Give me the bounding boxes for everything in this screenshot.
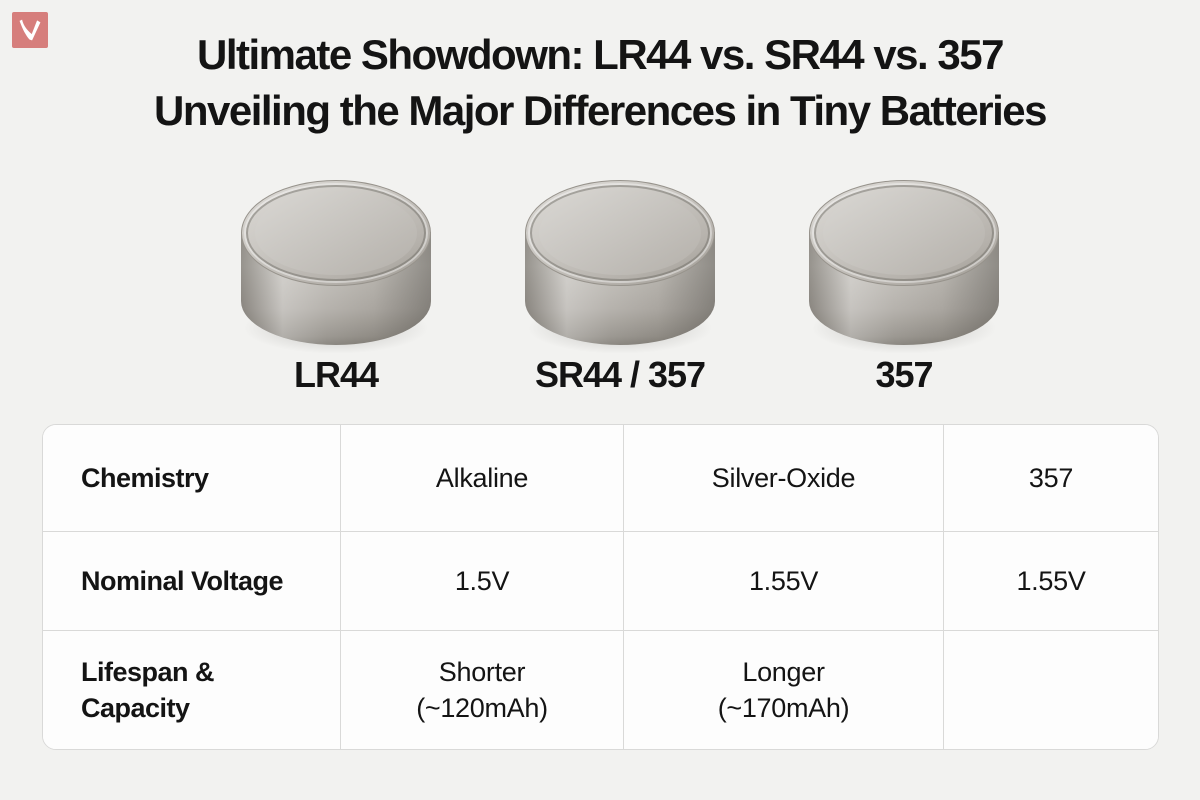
battery-cap <box>525 180 715 286</box>
battery-cap <box>241 180 431 286</box>
row-label-chemistry: Chemistry <box>43 425 341 532</box>
cell-voltage-sr44: 1.55V <box>624 532 944 631</box>
battery-cap-ring <box>530 185 710 281</box>
battery-image-lr44 <box>241 180 431 354</box>
cell-lifespan-sr44: Longer (~170mAh) <box>624 631 944 749</box>
battery-image-sr44-357 <box>525 180 715 354</box>
battery-item-lr44: LR44 <box>241 180 431 395</box>
brand-logo <box>12 12 48 48</box>
battery-label-357: 357 <box>875 354 933 395</box>
row-label-lifespan-capacity: Lifespan & Capacity <box>43 631 341 749</box>
row-label-nominal-voltage: Nominal Voltage <box>43 532 341 631</box>
cell-voltage-lr44: 1.5V <box>341 532 624 631</box>
cell-chemistry-lr44: Alkaline <box>341 425 624 532</box>
battery-label-sr44-357: SR44 / 357 <box>534 354 706 395</box>
battery-image-357 <box>809 180 999 354</box>
v-checkmark-icon <box>19 19 41 41</box>
battery-label-lr44: LR44 <box>293 354 379 395</box>
cell-lifespan-357 <box>944 631 1158 749</box>
battery-cap-face <box>539 191 701 275</box>
battery-cap-face <box>255 191 417 275</box>
cell-chemistry-357: 357 <box>944 425 1158 532</box>
battery-group: LR44 SR44 / 357 357 <box>40 180 1200 395</box>
cell-voltage-357: 1.55V <box>944 532 1158 631</box>
cell-lifespan-lr44: Shorter (~120mAh) <box>341 631 624 749</box>
battery-cap-face <box>823 191 985 275</box>
battery-cap <box>809 180 999 286</box>
battery-cap-ring <box>814 185 994 281</box>
page-title: Ultimate Showdown: LR44 vs. SR44 vs. 357… <box>0 27 1200 139</box>
comparison-table: Chemistry Alkaline Silver-Oxide 357 Nomi… <box>42 424 1159 750</box>
battery-cap-ring <box>246 185 426 281</box>
cell-chemistry-sr44: Silver-Oxide <box>624 425 944 532</box>
battery-item-357: 357 <box>809 180 999 395</box>
battery-item-sr44-357: SR44 / 357 <box>525 180 715 395</box>
title-line-1: Ultimate Showdown: LR44 vs. SR44 vs. 357 <box>197 31 1004 78</box>
title-line-2: Unveiling the Major Differences in Tiny … <box>154 87 1047 134</box>
